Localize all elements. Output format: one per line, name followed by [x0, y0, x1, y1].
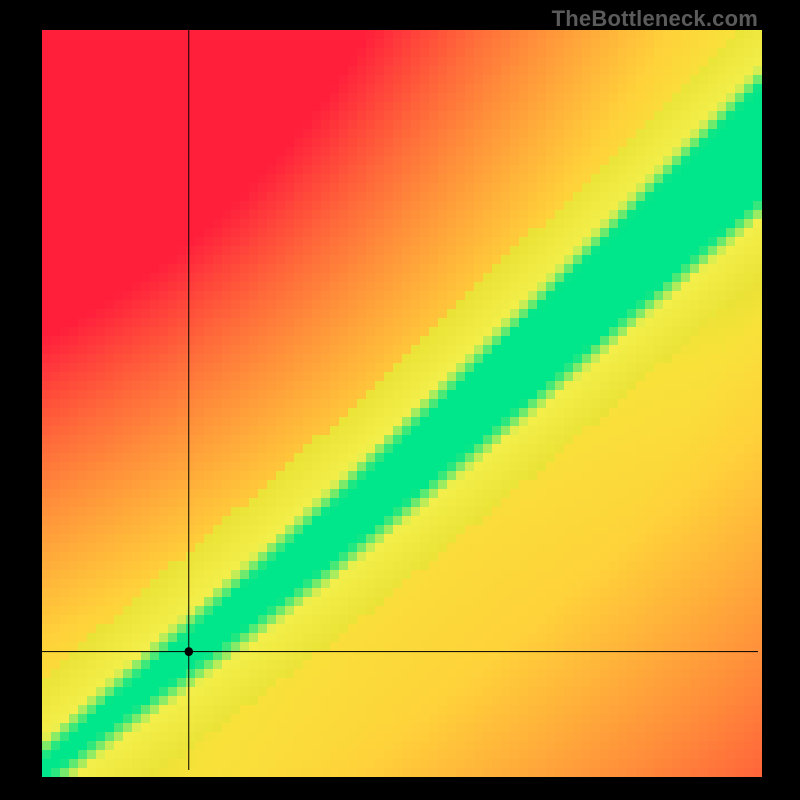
watermark-text: TheBottleneck.com [552, 6, 758, 32]
chart-container: TheBottleneck.com [0, 0, 800, 800]
bottleneck-heatmap [0, 0, 800, 800]
